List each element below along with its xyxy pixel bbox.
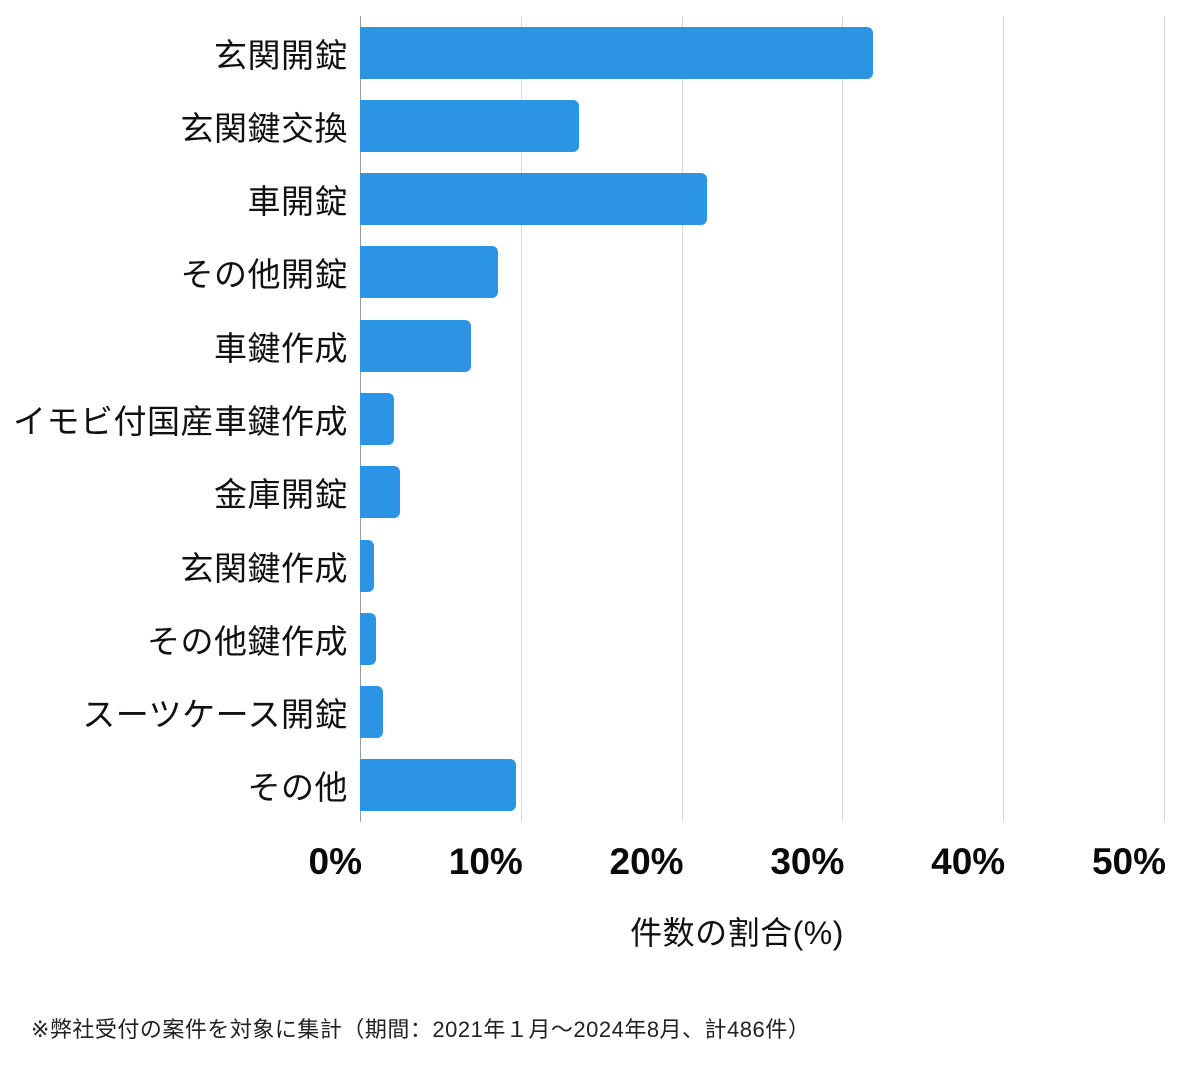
bar — [360, 759, 516, 812]
x-axis-title: 件数の割合(%) — [630, 915, 844, 951]
category-label: 車開錠 — [247, 183, 348, 221]
category-label: イモビ付国産車鍵作成 — [13, 402, 348, 440]
category-label: 玄関開錠 — [214, 36, 348, 74]
bar — [360, 393, 394, 445]
category-label: 車鍵作成 — [214, 329, 348, 367]
category-label: 玄関鍵作成 — [180, 549, 348, 587]
category-axis: 玄関開錠玄関鍵交換車開錠その他開錠車鍵作成イモビ付国産車鍵作成金庫開錠玄関鍵作成… — [0, 16, 348, 822]
gridline — [1164, 16, 1165, 822]
x-tick-label: 50% — [1091, 841, 1166, 882]
bar — [360, 466, 401, 519]
gridline — [681, 16, 683, 822]
category-label: その他 — [247, 769, 348, 807]
x-axis-ticks: 0% 10% 20% 30% 40% 50% — [309, 840, 1166, 884]
x-tick-label: 30% — [770, 841, 845, 882]
bar — [360, 612, 377, 665]
gridline — [842, 16, 844, 822]
bar — [360, 99, 579, 152]
category-label: 玄関鍵交換 — [180, 109, 348, 147]
bar — [360, 173, 708, 226]
bar — [360, 246, 499, 299]
x-tick-label: 10% — [448, 841, 523, 882]
gridline — [1003, 16, 1005, 822]
category-label: その他開錠 — [180, 256, 348, 294]
footnote: ※弊社受付の案件を対象に集計（期間：2021年１月～2024年8月、計486件） — [31, 1017, 811, 1042]
x-tick-label: 0% — [308, 841, 362, 882]
category-label: 金庫開錠 — [214, 476, 348, 514]
bar — [360, 319, 471, 372]
x-tick-label: 20% — [609, 841, 684, 882]
bar — [360, 26, 873, 79]
x-tick-label: 40% — [931, 841, 1006, 882]
bar — [360, 686, 383, 739]
category-label: スーツケース開錠 — [82, 696, 348, 734]
bar — [360, 539, 375, 592]
gridline — [520, 16, 522, 822]
plot-area — [360, 16, 1165, 822]
category-label: その他鍵作成 — [147, 622, 348, 660]
